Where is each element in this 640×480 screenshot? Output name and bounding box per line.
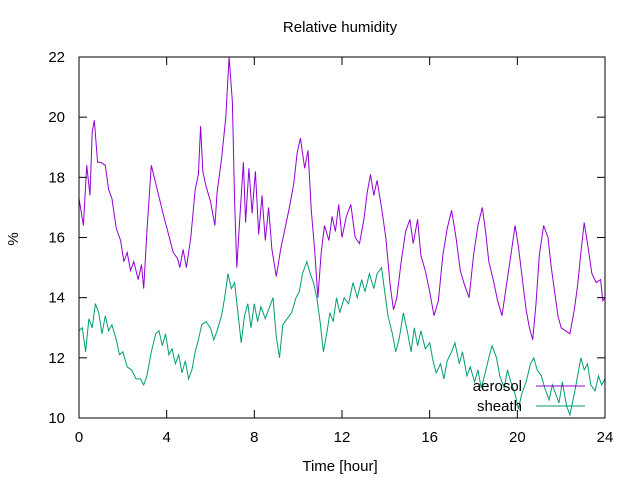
plot-area: 0 4 8 12 16 20 24 10 12 14 16 18 20 22	[48, 49, 613, 446]
x-tick-label: 12	[334, 429, 351, 446]
legend: aerosol sheath	[473, 378, 585, 415]
legend-label-aerosol: aerosol	[473, 378, 522, 395]
series-line-aerosol	[78, 56, 606, 340]
y-tick-label: 16	[48, 230, 65, 247]
x-tick-label: 0	[75, 429, 83, 446]
legend-label-sheath: sheath	[477, 398, 522, 415]
x-tick-label: 4	[162, 429, 170, 446]
y-tick-label: 14	[48, 290, 65, 307]
chart-title: Relative humidity	[283, 19, 398, 36]
x-axis-label: Time [hour]	[302, 458, 377, 475]
y-tick-label: 20	[48, 109, 65, 126]
y-tick-label: 22	[48, 49, 65, 66]
y-tick-label: 12	[48, 350, 65, 367]
y-tick-label: 10	[48, 410, 65, 427]
x-tick-label: 20	[509, 429, 526, 446]
x-tick-label: 16	[421, 429, 438, 446]
y-tick-label: 18	[48, 169, 65, 186]
x-tick-label: 24	[597, 429, 614, 446]
y-axis-label: %	[5, 232, 22, 245]
series-line-sheath	[78, 259, 606, 417]
x-tick-label: 8	[250, 429, 258, 446]
